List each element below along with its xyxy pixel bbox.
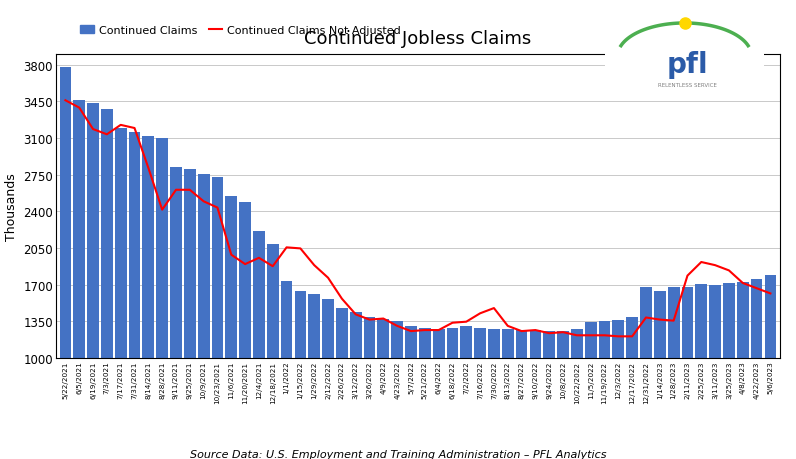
Bar [349,312,361,358]
Bar [764,275,776,358]
Bar [322,299,334,358]
Bar [571,329,583,358]
Bar [60,67,72,358]
Bar [529,330,541,358]
Bar [253,232,265,358]
Bar [737,282,748,358]
Bar [308,294,320,358]
Bar [115,129,127,358]
Text: Source Data: U.S. Employment and Training Administration – PFL Analytics: Source Data: U.S. Employment and Trainin… [189,449,607,459]
Title: Continued Jobless Claims: Continued Jobless Claims [304,30,532,48]
Bar [142,137,154,358]
Bar [281,282,292,358]
Legend: Continued Claims, Continued Claims Not Adjusted: Continued Claims, Continued Claims Not A… [76,21,406,40]
Bar [612,320,624,358]
Bar [681,287,693,358]
Bar [225,196,237,358]
Bar [295,291,306,358]
Bar [585,322,596,358]
Bar [751,279,763,358]
Bar [336,308,348,358]
Bar [599,321,611,358]
Bar [197,174,209,358]
Bar [184,170,196,358]
Bar [640,287,652,358]
Bar [516,330,528,358]
Bar [709,285,721,358]
Text: RELENTLESS SERVICE: RELENTLESS SERVICE [658,83,717,88]
Bar [212,177,224,358]
Bar [392,321,403,358]
Bar [156,139,168,358]
Bar [557,331,569,358]
Bar [433,329,444,358]
Bar [502,329,513,358]
Bar [88,104,99,358]
Bar [377,319,389,358]
Bar [170,168,181,358]
Bar [240,202,251,358]
Bar [419,328,431,358]
Bar [696,285,707,358]
Y-axis label: Thousands: Thousands [5,173,18,241]
Bar [626,318,638,358]
Bar [129,133,140,358]
Bar [474,328,486,358]
Bar [723,283,735,358]
Bar [73,101,85,358]
Bar [488,329,500,358]
Text: pfl: pfl [667,50,708,78]
Bar [447,328,458,358]
Bar [405,326,417,358]
Bar [101,109,113,358]
Bar [668,287,680,358]
Bar [267,245,279,358]
Bar [654,291,665,358]
Bar [544,331,555,358]
Bar [364,317,376,358]
Bar [460,326,472,358]
